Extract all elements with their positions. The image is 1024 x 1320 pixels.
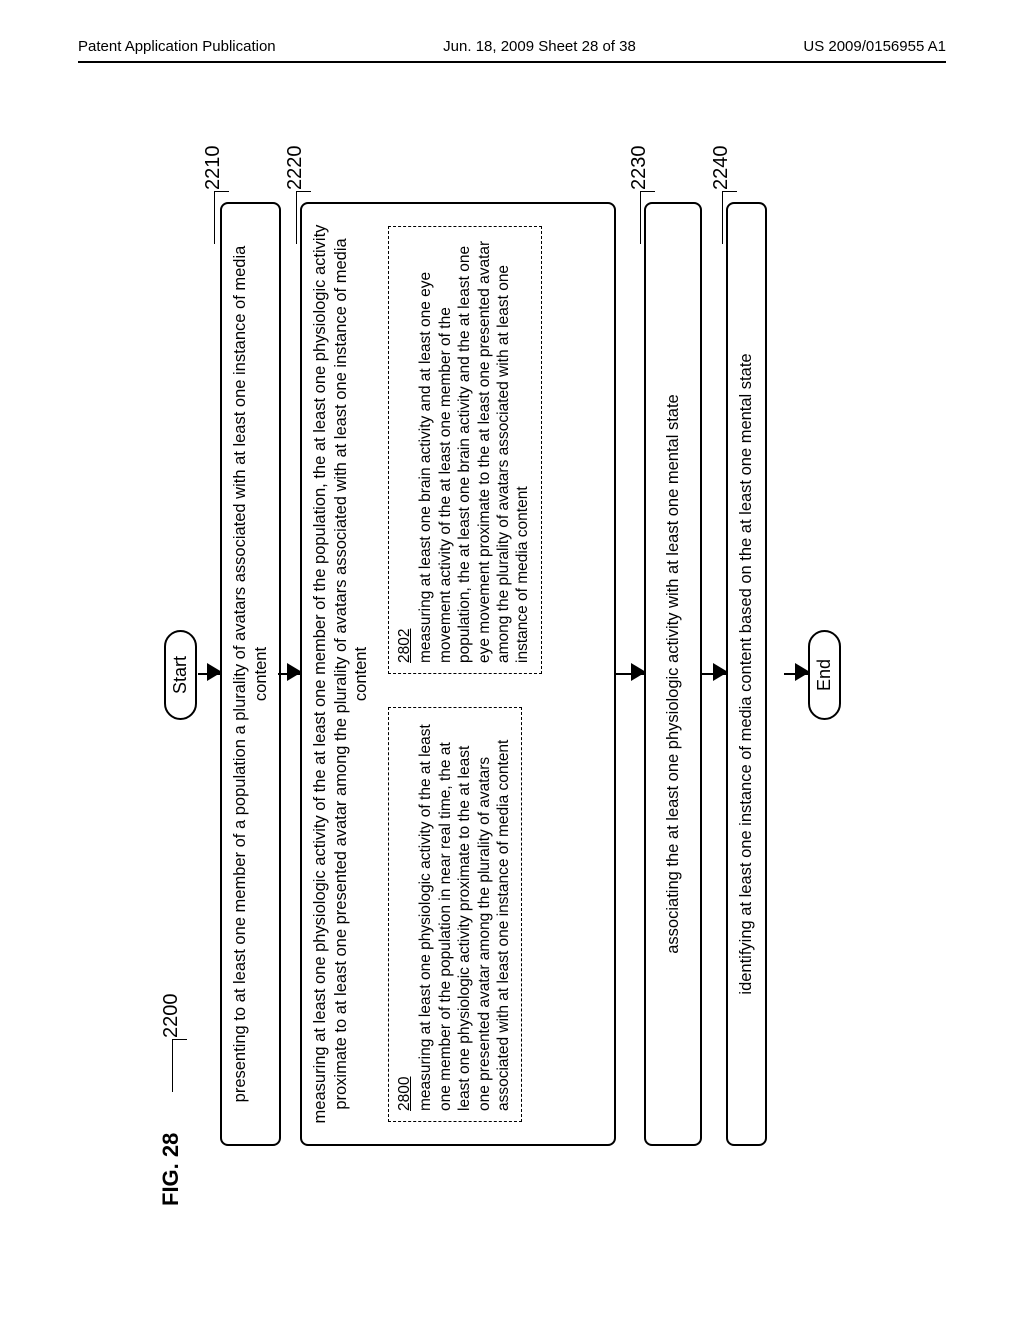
header-rule — [78, 61, 946, 63]
step-2210: presenting to at least one member of a p… — [220, 202, 281, 1146]
step-2220-text: measuring at least one physiologic activ… — [310, 218, 372, 1130]
step-2240: identifying at least one instance of med… — [726, 202, 767, 1146]
arrow-2240-end — [784, 673, 808, 675]
callout-2230: 2230 — [628, 146, 651, 191]
header-right: US 2009/0156955 A1 — [803, 38, 946, 55]
flowchart-inner: FIG. 28 2200 Start presenting to at leas… — [158, 140, 878, 1210]
arrow-2220-2230 — [616, 673, 644, 675]
substep-2800-text: measuring at least one physiologic activ… — [417, 724, 512, 1111]
arrow-2210-2220 — [278, 673, 300, 675]
page-header: Patent Application Publication Jun. 18, … — [78, 38, 946, 55]
substep-2802-text: measuring at least one brain activity an… — [417, 241, 531, 663]
flow-ref: 2200 — [160, 994, 183, 1039]
arrow-2230-2240 — [702, 673, 726, 675]
header-left: Patent Application Publication — [78, 38, 276, 55]
arrow-start-2210 — [198, 673, 220, 675]
step-2220: measuring at least one physiologic activ… — [300, 202, 616, 1146]
callout-2210: 2210 — [202, 146, 225, 191]
substep-2800: 2800 measuring at least one physiologic … — [388, 707, 522, 1122]
step-2230-text: associating the at least one physiologic… — [663, 394, 684, 953]
flowchart: FIG. 28 2200 Start presenting to at leas… — [0, 315, 1024, 1035]
substep-2802-ref: 2802 — [395, 237, 414, 663]
step-2230: associating the at least one physiologic… — [644, 202, 702, 1146]
figure-label: FIG. 28 — [158, 1133, 184, 1206]
callout-2220: 2220 — [284, 146, 307, 191]
substep-2802: 2802 measuring at least one brain activi… — [388, 226, 542, 674]
header-center: Jun. 18, 2009 Sheet 28 of 38 — [443, 38, 636, 55]
substep-2800-ref: 2800 — [395, 718, 414, 1111]
terminal-end: End — [808, 630, 841, 720]
callout-2240: 2240 — [710, 146, 733, 191]
terminal-start: Start — [164, 630, 197, 720]
